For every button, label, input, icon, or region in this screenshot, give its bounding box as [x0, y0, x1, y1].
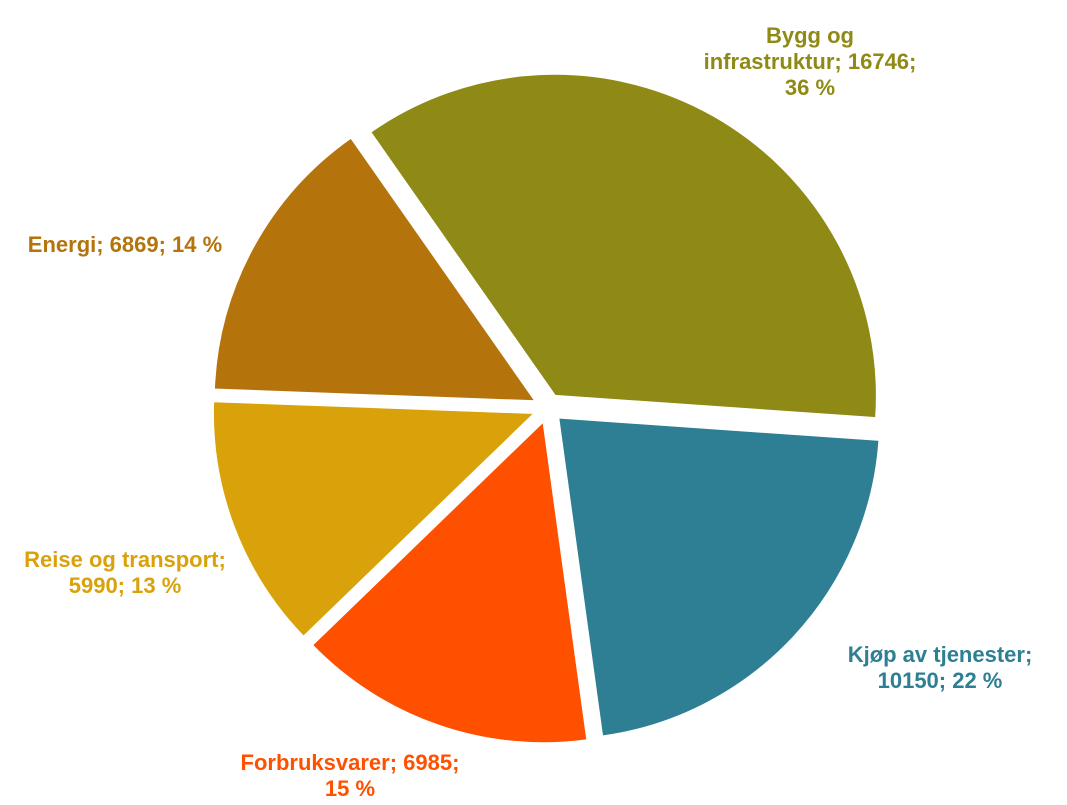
- data-label-box: Bygg og infrastruktur; 16746; 36 %: [703, 23, 917, 100]
- pie-slice: [310, 419, 589, 745]
- data-label: Bygg og infrastruktur; 16746; 36 %: [703, 23, 917, 100]
- pie-slice: [368, 72, 878, 420]
- data-label: Kjøp av tjenester; 10150; 22 %: [847, 642, 1033, 693]
- pie-slice: [211, 400, 538, 639]
- data-label-box: Reise og transport; 5990; 13 %: [24, 547, 226, 598]
- pie-slice: [212, 136, 538, 403]
- data-label: Forbruksvarer; 6985; 15 %: [240, 750, 460, 801]
- data-label-box: Forbruksvarer; 6985; 15 %: [240, 750, 460, 801]
- data-label: Energi; 6869; 14 %: [27, 232, 223, 257]
- data-label-box: Energi; 6869; 14 %: [27, 232, 223, 257]
- data-label: Reise og transport; 5990; 13 %: [24, 547, 226, 598]
- pie-slice: [557, 416, 881, 738]
- data-label-box: Kjøp av tjenester; 10150; 22 %: [847, 642, 1033, 693]
